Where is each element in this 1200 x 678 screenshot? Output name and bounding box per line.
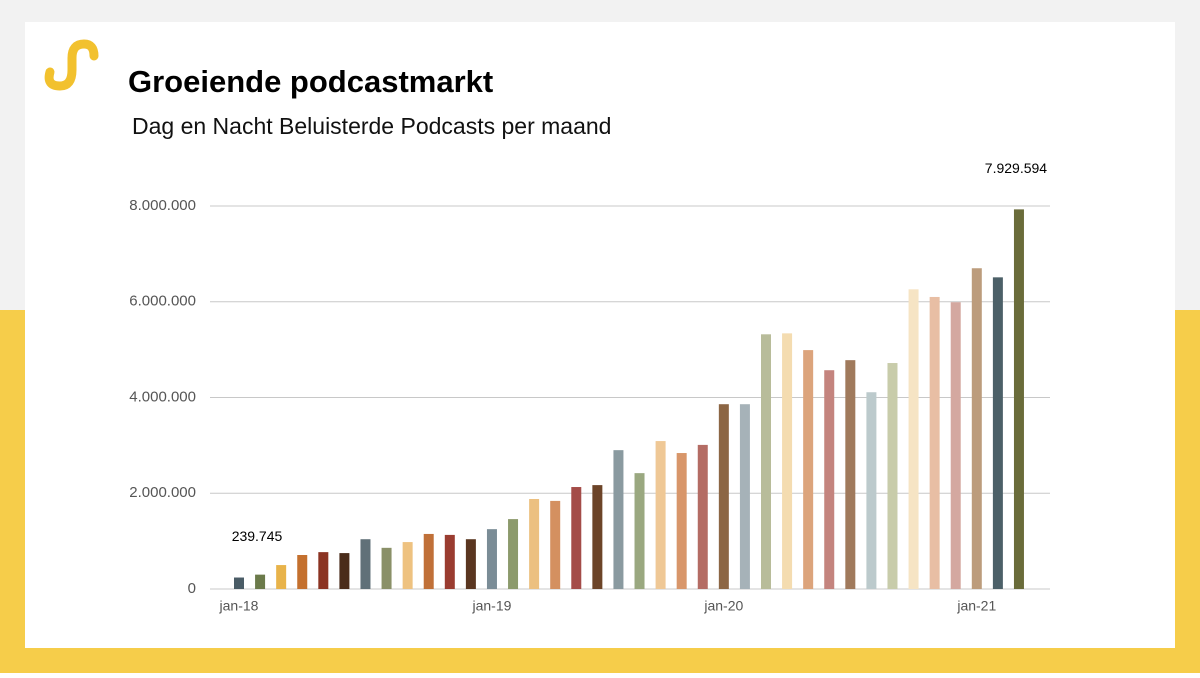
bar	[486, 529, 497, 589]
bar	[655, 441, 666, 589]
bar	[887, 363, 898, 589]
bar	[1013, 209, 1024, 590]
bar	[318, 552, 329, 589]
bar	[592, 485, 603, 589]
logo	[44, 39, 99, 91]
bar	[971, 268, 982, 589]
bar	[465, 539, 476, 589]
bar	[339, 553, 350, 589]
y-tick-label: 0	[188, 580, 196, 597]
y-tick-label: 4.000.000	[129, 388, 196, 405]
bar	[381, 547, 392, 589]
bar	[444, 534, 455, 589]
bar	[234, 577, 244, 589]
bar	[613, 450, 624, 589]
bar	[634, 473, 645, 589]
bar	[950, 302, 961, 589]
x-tick-label: jan-21	[956, 598, 996, 614]
bar	[423, 533, 434, 589]
bar	[845, 360, 856, 589]
y-tick-label: 2.000.000	[129, 484, 196, 501]
bar	[718, 404, 729, 589]
bar	[992, 277, 1003, 589]
bar	[908, 289, 919, 589]
chart-subtitle: Dag en Nacht Beluisterde Podcasts per ma…	[132, 113, 611, 139]
bar	[824, 370, 835, 589]
bar	[550, 500, 561, 589]
bar	[297, 555, 308, 589]
bar	[782, 333, 793, 589]
bar	[803, 350, 814, 589]
bar	[929, 296, 940, 589]
bar	[276, 565, 287, 589]
y-tick-label: 8.000.000	[129, 197, 196, 214]
x-tick-label: jan-18	[219, 598, 259, 614]
bar	[402, 542, 413, 589]
bar	[508, 519, 519, 589]
x-tick-label: jan-20	[703, 598, 743, 614]
bar	[571, 487, 582, 589]
bar	[255, 574, 266, 589]
value-label: 7.929.594	[985, 160, 1047, 176]
bar	[360, 539, 371, 589]
bar	[739, 404, 750, 589]
y-tick-label: 6.000.000	[129, 293, 196, 310]
bar	[761, 334, 771, 589]
bar	[866, 392, 877, 589]
bar	[529, 498, 540, 589]
x-tick-label: jan-19	[471, 598, 511, 614]
chart-title: Groeiende podcastmarkt	[128, 64, 493, 99]
bar	[697, 444, 708, 589]
bar	[676, 453, 687, 589]
value-label: 239.745	[232, 528, 283, 544]
